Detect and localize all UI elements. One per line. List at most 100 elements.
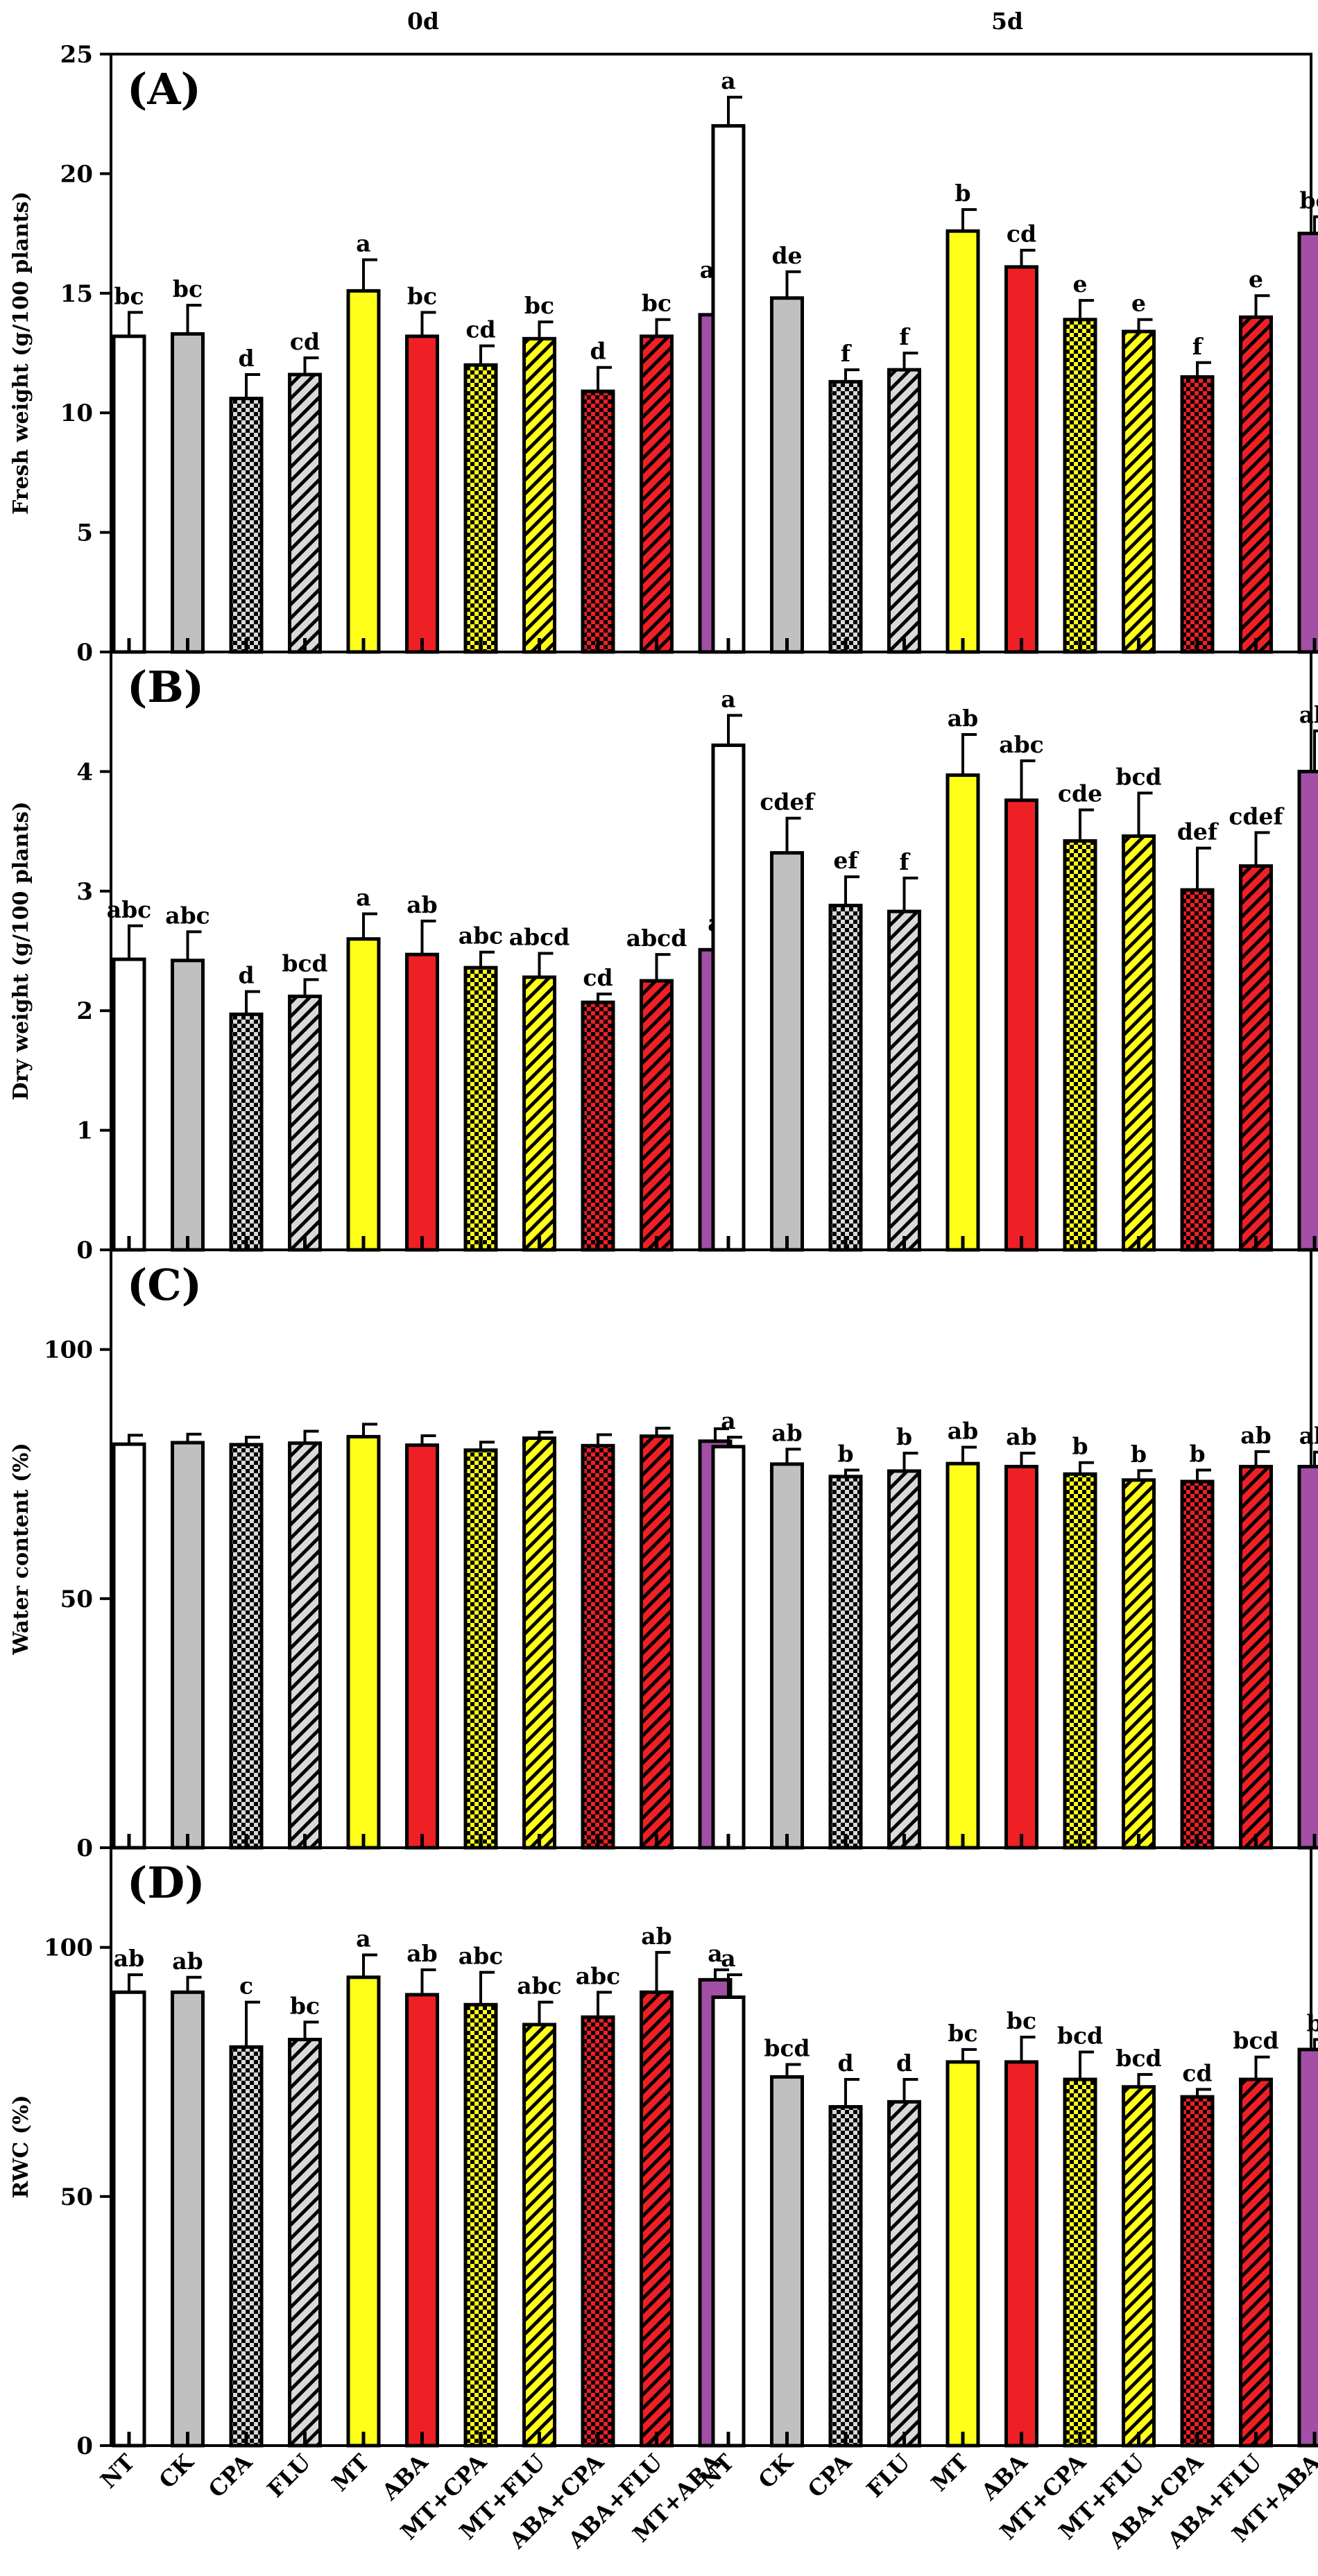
significance-letter: ef (833, 847, 859, 874)
bar-aba-flu-0d (640, 334, 674, 654)
significance-letter: bc (1299, 187, 1318, 214)
significance-letter: cdef (760, 789, 815, 816)
x-tick-label: CPA (803, 2448, 857, 2503)
significance-letter: a (721, 67, 735, 94)
significance-letter: bcd (1233, 2027, 1278, 2054)
group-label-5d: 5d (991, 8, 1023, 35)
y-axis-label: Dry weight (g/100 plants) (9, 802, 33, 1101)
significance-letter: bc (948, 2020, 977, 2047)
significance-letter: abc (107, 896, 152, 923)
y-tick-label: 50 (60, 1586, 93, 1613)
x-tick-label: FLU (262, 2449, 316, 2502)
y-tick-label: 2 (76, 997, 93, 1025)
significance-letter: ab (641, 1923, 671, 1950)
bar-ck-5d (770, 851, 804, 1252)
y-tick-label: 10 (60, 400, 93, 427)
bar-mt-aba-5d (1297, 232, 1318, 654)
significance-letter: b (1131, 1441, 1147, 1468)
significance-letter: de (771, 242, 802, 269)
significance-letter: ab (406, 1940, 437, 1967)
bar-mt-0d (346, 937, 381, 1252)
significance-letter: b (1189, 1441, 1205, 1468)
bar-aba-flu-5d (1239, 1464, 1273, 1850)
significance-letter: a (708, 1940, 722, 1967)
y-tick-label: 20 (60, 160, 93, 188)
bar-cpa-0d (229, 1443, 264, 1850)
significance-letter: d (896, 2050, 912, 2077)
significance-letter: abc (165, 902, 210, 929)
significance-letter: bcd (1057, 2023, 1103, 2050)
bar-aba-0d (405, 1993, 439, 2448)
panel-label: (B) (127, 662, 204, 712)
significance-letter: ab (114, 1945, 144, 1972)
significance-letter: a (356, 884, 370, 911)
bar-mt-0d (346, 1975, 381, 2448)
bar-cpa-5d (828, 903, 863, 1252)
significance-letter: b (896, 1423, 912, 1450)
chart-panel-a: (A) Fresh weight (g/100 plants) 0 5 10 15 20 25… (9, 41, 1318, 667)
bar-mt-flu-0d (522, 336, 556, 654)
significance-letter: bc (1007, 2007, 1036, 2034)
bar-mt-5d (945, 773, 980, 1252)
significance-letter: a (721, 1407, 735, 1434)
bar-aba-cpa-0d (581, 1000, 615, 1252)
y-axis-label: Water content (%) (9, 1443, 33, 1656)
significance-letter: ab (406, 891, 437, 918)
bar-mt-0d (346, 1434, 381, 1850)
significance-letter: abc (517, 1973, 562, 2000)
bar-aba-flu-5d (1239, 2077, 1273, 2448)
bar-aba-cpa-5d (1180, 888, 1215, 1252)
bar-ck-5d (770, 296, 804, 654)
significance-letter: a (356, 1925, 370, 1952)
bar-aba-flu-5d (1239, 864, 1273, 1252)
significance-letter: cd (583, 964, 613, 991)
y-axis-label: Fresh weight (g/100 plants) (9, 191, 33, 515)
significance-letter: abc (459, 1943, 504, 1970)
significance-letter: def (1177, 818, 1219, 845)
y-axis-label: RWC (%) (9, 2095, 33, 2198)
x-tick-label: MT (926, 2449, 974, 2497)
bar-aba-flu-0d (640, 1434, 674, 1850)
bar-flu-5d (887, 368, 921, 654)
x-tick-label: CK (154, 2448, 199, 2493)
bar-aba-cpa-5d (1180, 2095, 1215, 2448)
chart-panel-c: (C) Water content (%) 0 50 100 a ab b b ab ab b b b ab… (9, 1248, 1318, 1862)
y-tick-label: 0 (76, 1237, 93, 1264)
bar-aba-5d (1004, 2060, 1038, 2448)
significance-letter: f (1192, 333, 1204, 360)
bar-mt-0d (346, 289, 381, 654)
y-tick-label: 25 (60, 41, 93, 69)
significance-letter: bc (173, 275, 203, 302)
significance-letter: d (238, 962, 254, 989)
significance-letter: cd (1182, 2059, 1212, 2086)
bar-aba-0d (405, 952, 439, 1252)
panel-label: (C) (127, 1260, 202, 1310)
bar-ck-5d (770, 2075, 804, 2448)
bar-mt-flu-5d (1122, 834, 1156, 1252)
y-tick-label: 5 (76, 520, 93, 547)
significance-letter: cd (290, 328, 320, 355)
significance-letter: c (239, 1973, 253, 2000)
bar-aba-flu-0d (640, 1990, 674, 2448)
bar-flu-5d (887, 909, 921, 1252)
significance-letter: ab (771, 1419, 802, 1446)
significance-letter: b (1306, 2010, 1318, 2037)
group-label-0d: 0d (407, 8, 439, 35)
bar-mt-aba-5d (1297, 769, 1318, 1252)
significance-letter: bcd (1115, 763, 1161, 790)
bar-flu-5d (887, 2100, 921, 2448)
bar-mt-5d (945, 1461, 980, 1850)
significance-letter: abc (459, 922, 504, 950)
significance-letter: abcd (626, 925, 687, 952)
significance-letter: cdef (1229, 802, 1284, 830)
bar-mt-flu-5d (1122, 329, 1156, 654)
bar-mt-cpa-0d (463, 2002, 498, 2448)
y-tick-label: 0 (76, 639, 93, 667)
group-labels: 0d 5d (407, 8, 1023, 35)
significance-letter: cd (465, 316, 495, 343)
bar-flu-0d (288, 1441, 322, 1850)
bar-aba-5d (1004, 798, 1038, 1252)
